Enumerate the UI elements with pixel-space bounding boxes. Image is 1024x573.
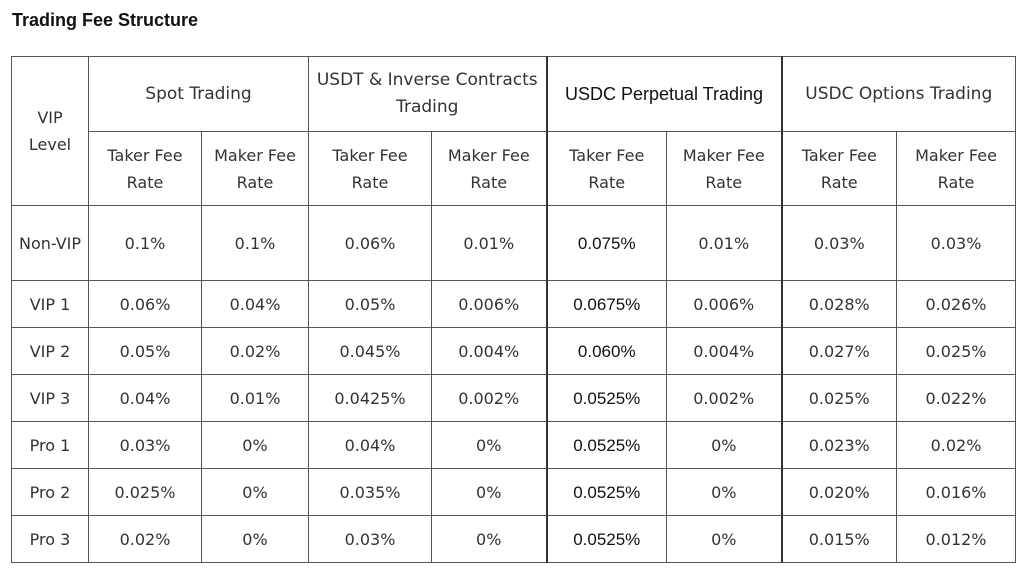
fee-cell-options-maker: 0.025% bbox=[896, 327, 1017, 375]
page-title: Trading Fee Structure bbox=[12, 10, 199, 30]
fee-cell-usdt-taker: 0.06% bbox=[308, 205, 432, 281]
fee-cell-usdt-maker: 0.01% bbox=[431, 205, 547, 281]
sub-header-perp-maker: Maker Fee Rate bbox=[665, 131, 783, 206]
fee-table: VIP Level Spot Trading USDT & Inverse Co… bbox=[11, 56, 1017, 563]
sub-header-usdt-taker: Taker Fee Rate bbox=[308, 131, 432, 206]
fee-cell-options-taker: 0.025% bbox=[781, 374, 898, 422]
fee-cell-perp-taker: 0.075% bbox=[545, 205, 667, 281]
table-row: Non-VIP 0.1% 0.1% 0.06% 0.01% 0.075% 0.01% 0.03… bbox=[11, 205, 1017, 281]
fee-cell-spot-maker: 0.04% bbox=[201, 280, 309, 328]
table-row: VIP 1 0.06% 0.04% 0.05% 0.006% 0.0675% 0.006% 0… bbox=[11, 280, 1017, 328]
fee-cell-usdt-maker: 0.002% bbox=[431, 374, 547, 422]
fee-cell-spot-taker: 0.03% bbox=[88, 421, 202, 469]
group-header-usdc-options: USDC Options Trading bbox=[781, 56, 1017, 132]
fee-cell-usdt-maker: 0% bbox=[431, 468, 547, 516]
fee-cell-spot-maker: 0% bbox=[201, 468, 309, 516]
sub-header-row: Taker Fee Rate Maker Fee Rate Taker Fee … bbox=[12, 131, 1017, 206]
group-header-row: VIP Level Spot Trading USDT & Inverse Co… bbox=[11, 56, 1017, 206]
group-header-spot: Spot Trading bbox=[88, 56, 309, 132]
sub-header-spot-maker: Maker Fee Rate bbox=[201, 131, 309, 206]
group-header-usdc-perpetual: USDC Perpetual Trading bbox=[545, 56, 783, 132]
fee-cell-perp-taker: 0.0525% bbox=[545, 468, 667, 516]
fee-cell-perp-maker: 0.006% bbox=[665, 280, 783, 328]
group-header-usdt-inverse: USDT & Inverse Contracts Trading bbox=[308, 56, 547, 132]
fee-cell-perp-taker: 0.0675% bbox=[545, 280, 667, 328]
sub-header-perp-taker: Taker Fee Rate bbox=[545, 131, 667, 206]
fee-cell-options-taker: 0.03% bbox=[781, 205, 898, 281]
fee-cell-perp-maker: 0% bbox=[665, 468, 783, 516]
fee-cell-perp-taker: 0.060% bbox=[545, 327, 667, 375]
vip-level-cell: Pro 2 bbox=[11, 468, 89, 516]
fee-cell-perp-maker: 0% bbox=[665, 421, 783, 469]
fee-cell-spot-taker: 0.1% bbox=[88, 205, 202, 281]
table-row: VIP 3 0.04% 0.01% 0.0425% 0.002% 0.0525% 0.002… bbox=[11, 374, 1017, 422]
fee-cell-options-taker: 0.023% bbox=[781, 421, 898, 469]
fee-cell-usdt-taker: 0.035% bbox=[308, 468, 432, 516]
fee-cell-usdt-taker: 0.03% bbox=[308, 515, 432, 563]
fee-cell-spot-maker: 0% bbox=[201, 421, 309, 469]
fee-cell-options-maker: 0.022% bbox=[896, 374, 1017, 422]
table-row: Pro 1 0.03% 0% 0.04% 0% 0.0525% 0% 0.023% 0.02% bbox=[11, 421, 1017, 469]
table-row: Pro 2 0.025% 0% 0.035% 0% 0.0525% 0% 0.020% 0.01… bbox=[11, 468, 1017, 516]
vip-level-cell: VIP 3 bbox=[11, 374, 89, 422]
sub-header-options-taker: Taker Fee Rate bbox=[781, 131, 898, 206]
fee-cell-options-taker: 0.028% bbox=[781, 280, 898, 328]
vip-level-cell: Pro 1 bbox=[11, 421, 89, 469]
fee-cell-options-taker: 0.027% bbox=[781, 327, 898, 375]
fee-cell-perp-taker: 0.0525% bbox=[545, 374, 667, 422]
fee-cell-spot-taker: 0.04% bbox=[88, 374, 202, 422]
fee-cell-usdt-maker: 0% bbox=[431, 421, 547, 469]
fee-cell-usdt-maker: 0.006% bbox=[431, 280, 547, 328]
fee-cell-perp-taker: 0.0525% bbox=[545, 421, 667, 469]
fee-cell-perp-maker: 0.002% bbox=[665, 374, 783, 422]
fee-cell-usdt-taker: 0.045% bbox=[308, 327, 432, 375]
fee-table-body: Non-VIP 0.1% 0.1% 0.06% 0.01% 0.075% 0.01% 0.03… bbox=[11, 205, 1017, 563]
fee-cell-options-maker: 0.02% bbox=[896, 421, 1017, 469]
vip-level-cell: VIP 2 bbox=[11, 327, 89, 375]
vip-level-cell: Pro 3 bbox=[11, 515, 89, 563]
fee-cell-usdt-maker: 0% bbox=[431, 515, 547, 563]
fee-cell-usdt-maker: 0.004% bbox=[431, 327, 547, 375]
fee-cell-spot-taker: 0.02% bbox=[88, 515, 202, 563]
table-row: Pro 3 0.02% 0% 0.03% 0% 0.0525% 0% 0.015% 0.012% bbox=[11, 515, 1017, 563]
fee-cell-spot-taker: 0.06% bbox=[88, 280, 202, 328]
vip-level-header: VIP Level bbox=[11, 56, 89, 206]
vip-level-cell: VIP 1 bbox=[11, 280, 89, 328]
fee-cell-perp-taker: 0.0525% bbox=[545, 515, 667, 563]
fee-cell-perp-maker: 0.004% bbox=[665, 327, 783, 375]
fee-cell-usdt-taker: 0.05% bbox=[308, 280, 432, 328]
fee-cell-options-taker: 0.020% bbox=[781, 468, 898, 516]
sub-header-spot-taker: Taker Fee Rate bbox=[88, 131, 202, 206]
table-row: VIP 2 0.05% 0.02% 0.045% 0.004% 0.060% 0.004% 0… bbox=[11, 327, 1017, 375]
fee-cell-options-taker: 0.015% bbox=[781, 515, 898, 563]
fee-cell-options-maker: 0.016% bbox=[896, 468, 1017, 516]
fee-cell-spot-maker: 0.1% bbox=[201, 205, 309, 281]
fee-cell-spot-taker: 0.05% bbox=[88, 327, 202, 375]
fee-cell-perp-maker: 0% bbox=[665, 515, 783, 563]
fee-cell-spot-maker: 0% bbox=[201, 515, 309, 563]
sub-header-options-maker: Maker Fee Rate bbox=[896, 131, 1017, 206]
fee-cell-spot-maker: 0.02% bbox=[201, 327, 309, 375]
fee-cell-spot-maker: 0.01% bbox=[201, 374, 309, 422]
fee-cell-options-maker: 0.026% bbox=[896, 280, 1017, 328]
sub-header-usdt-maker: Maker Fee Rate bbox=[431, 131, 547, 206]
fee-cell-options-maker: 0.03% bbox=[896, 205, 1017, 281]
fee-cell-perp-maker: 0.01% bbox=[665, 205, 783, 281]
fee-cell-usdt-taker: 0.04% bbox=[308, 421, 432, 469]
fee-cell-options-maker: 0.012% bbox=[896, 515, 1017, 563]
fee-cell-spot-taker: 0.025% bbox=[88, 468, 202, 516]
vip-level-cell: Non-VIP bbox=[11, 205, 89, 281]
fee-cell-usdt-taker: 0.0425% bbox=[308, 374, 432, 422]
